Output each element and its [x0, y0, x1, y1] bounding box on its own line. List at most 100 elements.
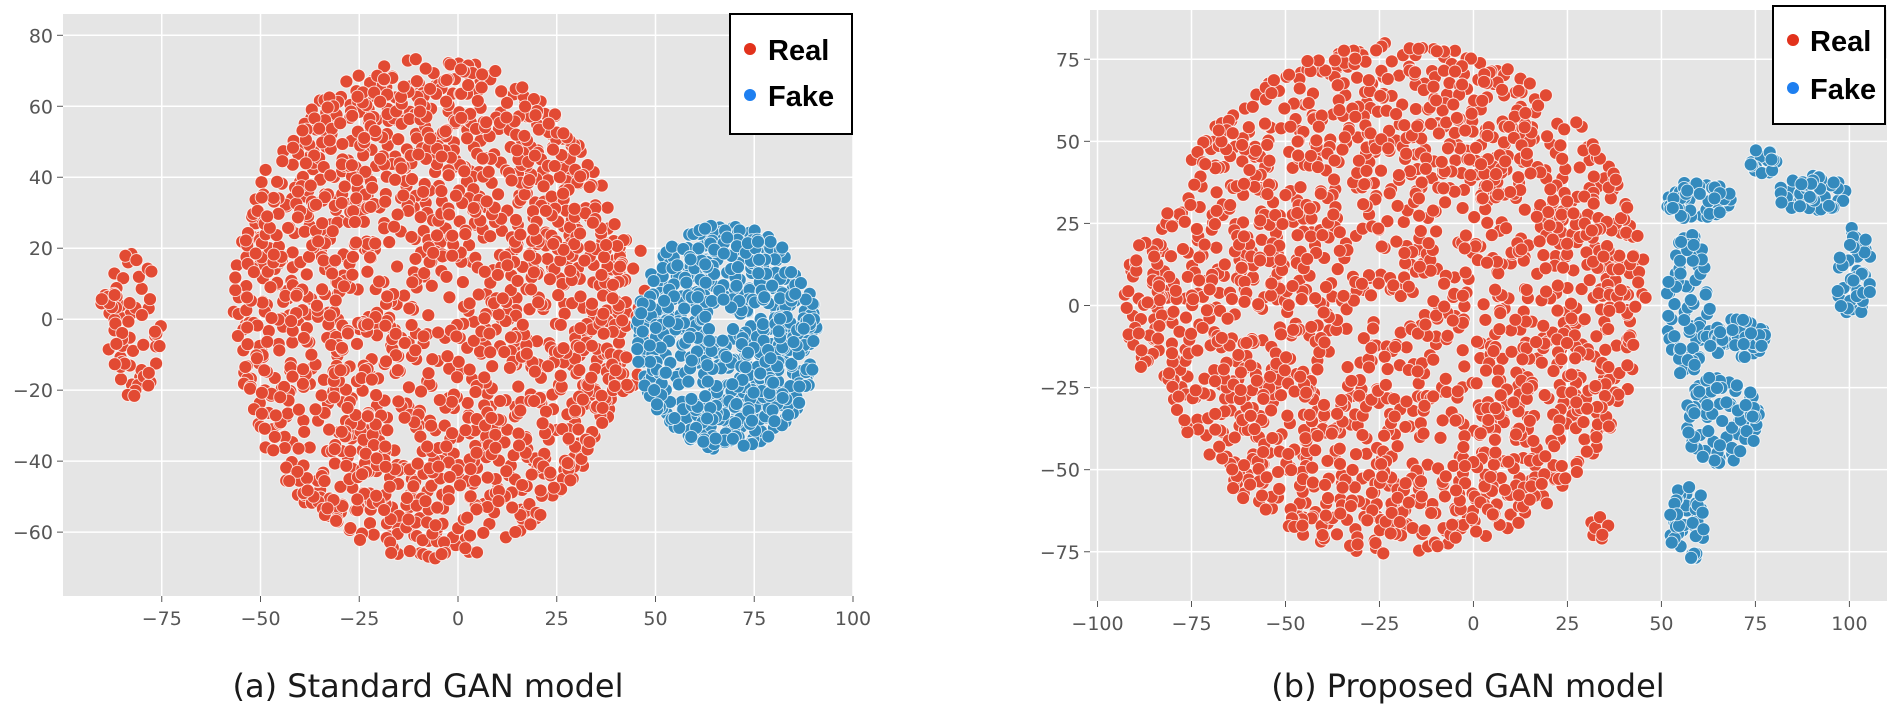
point-real-a-1493: [582, 180, 597, 195]
point-real-a-1560: [228, 283, 243, 298]
point-fake-a-673: [708, 431, 723, 446]
point-real-b-1613: [1226, 481, 1241, 496]
point-fake-b-84: [1667, 329, 1682, 344]
point-fake-a-645: [684, 353, 699, 368]
point-real-b-1605: [1564, 296, 1578, 311]
point-real-b-1526: [1448, 530, 1463, 545]
point-fake-a-607: [634, 306, 649, 321]
point-real-a-1090: [343, 521, 358, 536]
point-real-b-428: [1330, 527, 1344, 542]
point-real-a-1259: [414, 384, 428, 399]
point-real-a-1660: [378, 194, 393, 209]
point-real-a-1037: [573, 289, 588, 304]
point-real-a-1178: [527, 364, 542, 379]
point-fake-a-667: [729, 397, 744, 411]
point-fake-a-606: [696, 434, 711, 449]
point-real-b-1725: [1411, 191, 1426, 206]
point-fake-b-120: [1698, 287, 1713, 302]
point-real-b-1473: [1437, 276, 1452, 291]
point-real-a-1694: [357, 131, 372, 145]
point-real-a-1366: [594, 388, 609, 403]
point-real-a-1742: [107, 357, 122, 372]
point-real-a-1357: [595, 415, 610, 430]
point-real-a-1301: [567, 142, 582, 157]
point-real-a-1430: [476, 525, 491, 540]
point-real-b-1185: [1285, 279, 1300, 293]
point-real-a-827: [416, 329, 431, 344]
point-real-a-1654: [380, 423, 395, 438]
point-real-a-146: [285, 335, 300, 350]
point-real-b-760: [1405, 521, 1420, 535]
point-fake-b-176: [1703, 338, 1718, 353]
point-real-b-1640: [1217, 257, 1232, 272]
point-fake-b-123: [1683, 293, 1698, 307]
point-real-b-1563: [1336, 288, 1351, 303]
tick-label-y-a-2: −20: [13, 380, 53, 402]
point-real-a-1644: [254, 406, 269, 421]
point-fake-a-530: [763, 234, 778, 249]
point-real-b-1355: [1262, 153, 1277, 168]
point-real-b-1744: [1426, 389, 1441, 404]
point-real-a-1756: [136, 337, 151, 352]
point-real-b-1124: [1417, 523, 1432, 538]
point-real-b-1284: [1251, 297, 1266, 312]
point-real-b-1702: [1474, 157, 1488, 172]
point-real-a-1316: [538, 203, 553, 218]
point-real-b-1791: [1234, 260, 1249, 275]
tick-label-x-a-6: 75: [742, 608, 766, 630]
point-real-a-1290: [517, 187, 532, 202]
point-real-a-1751: [121, 314, 136, 329]
point-real-b-1575: [1579, 444, 1594, 459]
point-real-b-1748: [1434, 154, 1449, 169]
point-real-a-1283: [334, 196, 349, 210]
point-real-a-1181: [275, 154, 290, 169]
point-real-b-1615: [1564, 367, 1579, 382]
point-real-b-1741: [1381, 141, 1396, 156]
point-real-a-957: [470, 545, 484, 560]
point-real-a-1363: [377, 503, 392, 517]
point-real-a-533: [497, 345, 512, 360]
point-real-a-1561: [442, 207, 457, 222]
point-real-b-1683: [1256, 391, 1271, 406]
point-real-a-1631: [396, 79, 411, 94]
point-real-a-1496: [461, 78, 476, 93]
point-fake-a-688: [635, 324, 650, 339]
point-fake-a-595: [726, 322, 740, 337]
point-real-a-1698: [238, 233, 253, 248]
point-real-b-1788: [1589, 430, 1604, 445]
point-real-b-1529: [1596, 249, 1611, 264]
point-real-b-1221: [1491, 187, 1506, 202]
point-real-b-1835: [1131, 326, 1146, 341]
caption-a: (a) Standard GAN model: [233, 667, 624, 705]
point-fake-a-561: [792, 379, 807, 394]
point-real-b-1606: [1469, 140, 1483, 155]
point-real-a-1633: [458, 423, 473, 438]
point-real-b-1183: [1631, 275, 1646, 290]
point-real-b-1537: [1511, 83, 1526, 98]
tick-label-y-b-2: −25: [1040, 378, 1080, 400]
point-real-b-1171: [1364, 341, 1379, 356]
series-real-a: [94, 52, 653, 566]
point-fake-b-59: [1707, 191, 1722, 206]
point-real-b-1442: [1426, 79, 1441, 94]
point-real-b-1709: [1538, 449, 1553, 464]
point-real-b-1693: [1356, 197, 1371, 212]
point-real-b-1751: [1560, 336, 1574, 350]
point-real-b-1679: [1480, 255, 1494, 270]
point-real-a-1584: [303, 178, 318, 193]
point-real-b-1661: [1295, 518, 1310, 533]
point-real-a-1422: [431, 459, 446, 474]
point-real-a-1575: [441, 492, 456, 507]
point-real-b-1727: [1602, 303, 1617, 318]
point-real-b-1794: [1412, 208, 1427, 223]
point-real-b-1671: [1586, 196, 1601, 211]
point-fake-a-681: [684, 391, 699, 406]
point-real-b-1787: [1477, 74, 1491, 89]
point-real-b-1144: [1377, 428, 1392, 443]
point-real-b-458: [1349, 447, 1363, 462]
point-real-a-1520: [563, 263, 578, 278]
point-real-b-1783: [1189, 222, 1204, 236]
point-real-b-1285: [1541, 205, 1556, 220]
point-real-b-1608: [1216, 362, 1231, 377]
point-real-b-1414: [1458, 228, 1473, 243]
